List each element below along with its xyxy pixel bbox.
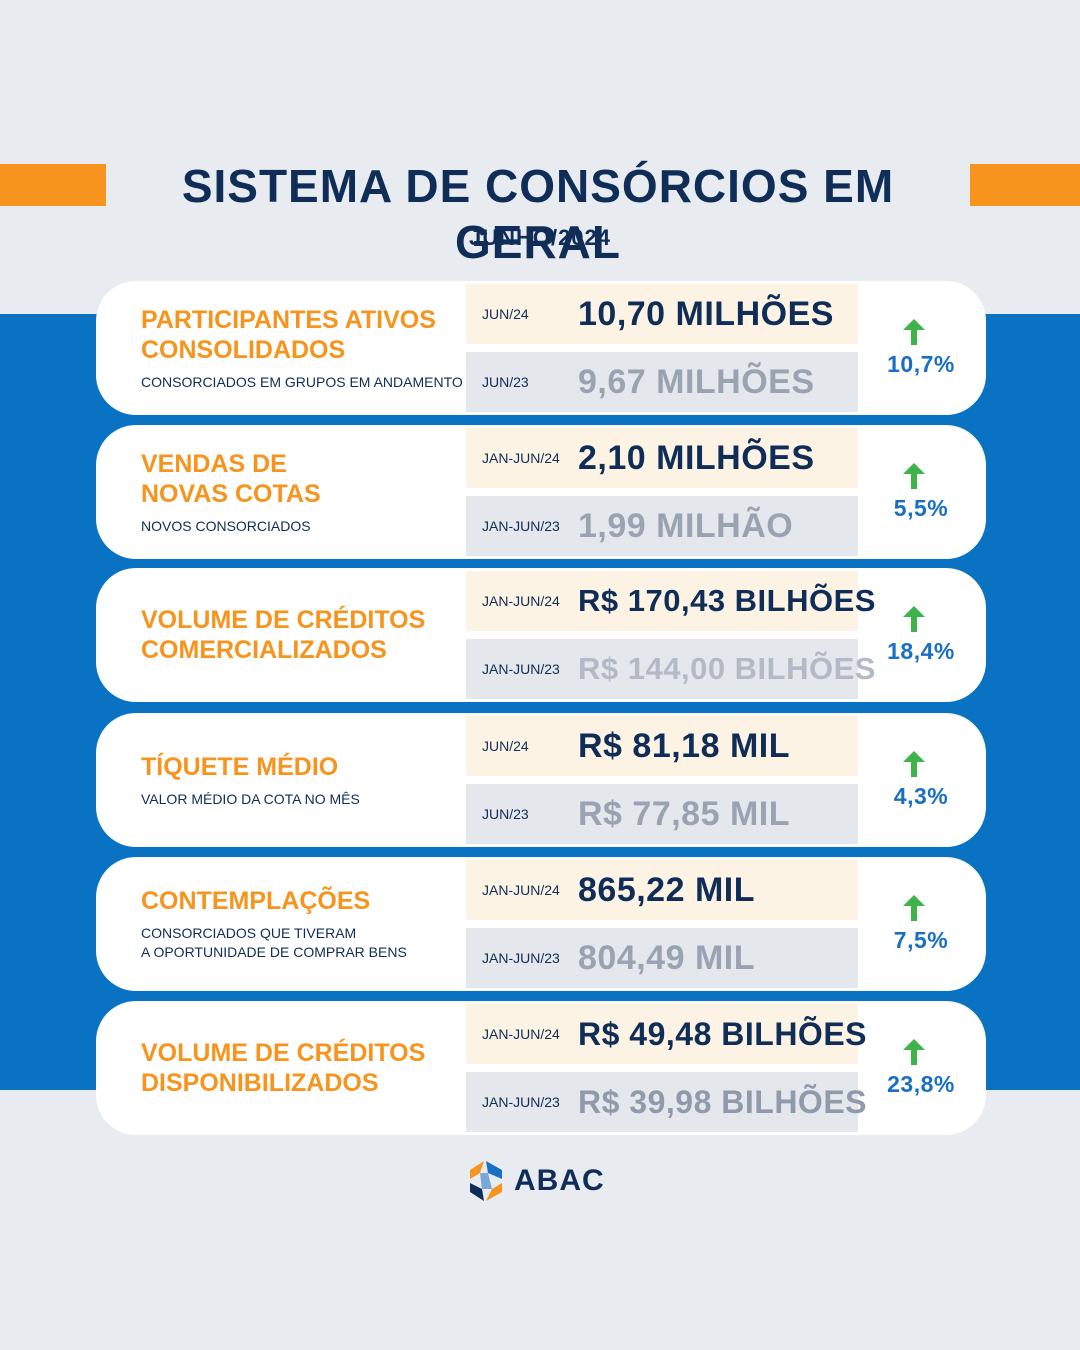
current-period: JAN-JUN/24 bbox=[482, 593, 560, 609]
change-percent: 10,7% bbox=[887, 350, 955, 377]
arrow-up-icon bbox=[903, 894, 925, 921]
previous-row: JAN-JUN/23 R$ 39,98 BILHÕES bbox=[466, 1072, 867, 1132]
previous-value: R$ 144,00 BILHÕES bbox=[578, 651, 876, 686]
card-title: VENDAS DE NOVAS COTAS bbox=[141, 449, 321, 508]
stat-card-tiquete-medio: TÍQUETE MÉDIO VALOR MÉDIO DA COTA NO MÊS… bbox=[96, 713, 986, 847]
card-description: VALOR MÉDIO DA COTA NO MÊS bbox=[141, 790, 360, 807]
page-subtitle: JUNHO/2024 bbox=[468, 225, 612, 250]
change-percent: 18,4% bbox=[887, 637, 955, 664]
stat-card-creditos-comercializados: VOLUME DE CRÉDITOS COMERCIALIZADOS JAN-J… bbox=[96, 568, 986, 702]
card-label: TÍQUETE MÉDIO VALOR MÉDIO DA COTA NO MÊS bbox=[141, 713, 471, 847]
title-accent-bar-right bbox=[970, 164, 1080, 206]
card-title: VOLUME DE CRÉDITOS COMERCIALIZADOS bbox=[141, 606, 426, 664]
abac-logo: ABAC bbox=[466, 1158, 605, 1204]
card-title: VOLUME DE CRÉDITOS DISPONIBILIZADOS bbox=[141, 1039, 426, 1097]
current-value: 865,22 MIL bbox=[578, 870, 755, 909]
title-accent-bar-left bbox=[0, 164, 106, 206]
change-indicator: 4,3% bbox=[876, 713, 966, 847]
card-label: CONTEMPLAÇÕES CONSORCIADOS QUE TIVERAM A… bbox=[141, 857, 471, 991]
current-period: JUN/24 bbox=[482, 738, 529, 754]
change-percent: 23,8% bbox=[887, 1070, 955, 1097]
card-label: VOLUME DE CRÉDITOS DISPONIBILIZADOS bbox=[141, 1001, 471, 1135]
change-indicator: 7,5% bbox=[876, 857, 966, 991]
page-title: SISTEMA DE CONSÓRCIOS EM GERAL bbox=[181, 160, 895, 268]
current-period: JAN-JUN/24 bbox=[482, 882, 560, 898]
current-row: JAN-JUN/24 R$ 49,48 BILHÕES bbox=[466, 1004, 867, 1064]
change-indicator: 18,4% bbox=[876, 568, 966, 702]
change-percent: 5,5% bbox=[893, 494, 949, 521]
stat-card-participantes: PARTICIPANTES ATIVOS CONSOLIDADOS CONSOR… bbox=[96, 281, 986, 415]
arrow-up-icon bbox=[903, 750, 925, 777]
card-label: VOLUME DE CRÉDITOS COMERCIALIZADOS bbox=[141, 568, 471, 702]
card-description: NOVOS CONSORCIADOS bbox=[141, 517, 311, 534]
stat-card-creditos-disponibilizados: VOLUME DE CRÉDITOS DISPONIBILIZADOS JAN-… bbox=[96, 1001, 986, 1135]
card-title: PARTICIPANTES ATIVOS CONSOLIDADOS bbox=[141, 305, 436, 364]
current-value: R$ 49,48 BILHÕES bbox=[578, 1015, 867, 1052]
logo-text: ABAC bbox=[514, 1164, 605, 1197]
current-period: JAN-JUN/24 bbox=[482, 450, 560, 466]
stat-card-contemplacoes: CONTEMPLAÇÕES CONSORCIADOS QUE TIVERAM A… bbox=[96, 857, 986, 991]
previous-row: JAN-JUN/23 1,99 MILHÃO bbox=[466, 496, 858, 556]
current-row: JAN-JUN/24 2,10 MILHÕES bbox=[466, 428, 858, 488]
card-label: PARTICIPANTES ATIVOS CONSOLIDADOS CONSOR… bbox=[141, 281, 471, 415]
abac-logo-icon bbox=[470, 1161, 502, 1201]
previous-period: JAN-JUN/23 bbox=[482, 1094, 560, 1110]
previous-value: R$ 39,98 BILHÕES bbox=[578, 1083, 867, 1120]
previous-period: JUN/23 bbox=[482, 374, 529, 390]
card-description: CONSORCIADOS QUE TIVERAM A OPORTUNIDADE … bbox=[141, 925, 407, 960]
current-value: 2,10 MILHÕES bbox=[578, 438, 815, 477]
current-value: 10,70 MILHÕES bbox=[578, 294, 834, 333]
previous-value: 1,99 MILHÃO bbox=[578, 506, 794, 545]
arrow-up-icon bbox=[903, 605, 925, 632]
current-period: JUN/24 bbox=[482, 306, 529, 322]
previous-period: JUN/23 bbox=[482, 806, 529, 822]
current-period: JAN-JUN/24 bbox=[482, 1026, 560, 1042]
change-indicator: 10,7% bbox=[876, 281, 966, 415]
previous-row: JUN/23 9,67 MILHÕES bbox=[466, 352, 858, 412]
current-value: R$ 170,43 BILHÕES bbox=[578, 583, 876, 618]
card-title: CONTEMPLAÇÕES bbox=[141, 887, 371, 915]
previous-value: R$ 77,85 MIL bbox=[578, 794, 790, 833]
current-row: JUN/24 R$ 81,18 MIL bbox=[466, 716, 858, 776]
current-value: R$ 81,18 MIL bbox=[578, 726, 790, 765]
previous-row: JAN-JUN/23 804,49 MIL bbox=[466, 928, 858, 988]
change-indicator: 23,8% bbox=[876, 1001, 966, 1135]
stat-card-vendas: VENDAS DE NOVAS COTAS NOVOS CONSORCIADOS… bbox=[96, 425, 986, 559]
arrow-up-icon bbox=[903, 318, 925, 345]
previous-period: JAN-JUN/23 bbox=[482, 950, 560, 966]
change-indicator: 5,5% bbox=[876, 425, 966, 559]
card-title: TÍQUETE MÉDIO bbox=[141, 752, 339, 781]
card-label: VENDAS DE NOVAS COTAS NOVOS CONSORCIADOS bbox=[141, 425, 471, 559]
arrow-up-icon bbox=[903, 1038, 925, 1065]
previous-value: 9,67 MILHÕES bbox=[578, 362, 815, 401]
arrow-up-icon bbox=[903, 462, 925, 489]
previous-value: 804,49 MIL bbox=[578, 938, 755, 977]
current-row: JUN/24 10,70 MILHÕES bbox=[466, 284, 858, 344]
previous-period: JAN-JUN/23 bbox=[482, 661, 560, 677]
previous-period: JAN-JUN/23 bbox=[482, 518, 560, 534]
card-description: CONSORCIADOS EM GRUPOS EM ANDAMENTO bbox=[141, 373, 463, 390]
change-percent: 4,3% bbox=[893, 782, 949, 809]
change-percent: 7,5% bbox=[893, 926, 949, 953]
current-row: JAN-JUN/24 865,22 MIL bbox=[466, 860, 858, 920]
previous-row: JAN-JUN/23 R$ 144,00 BILHÕES bbox=[466, 639, 875, 699]
previous-row: JUN/23 R$ 77,85 MIL bbox=[466, 784, 858, 844]
current-row: JAN-JUN/24 R$ 170,43 BILHÕES bbox=[466, 571, 875, 631]
